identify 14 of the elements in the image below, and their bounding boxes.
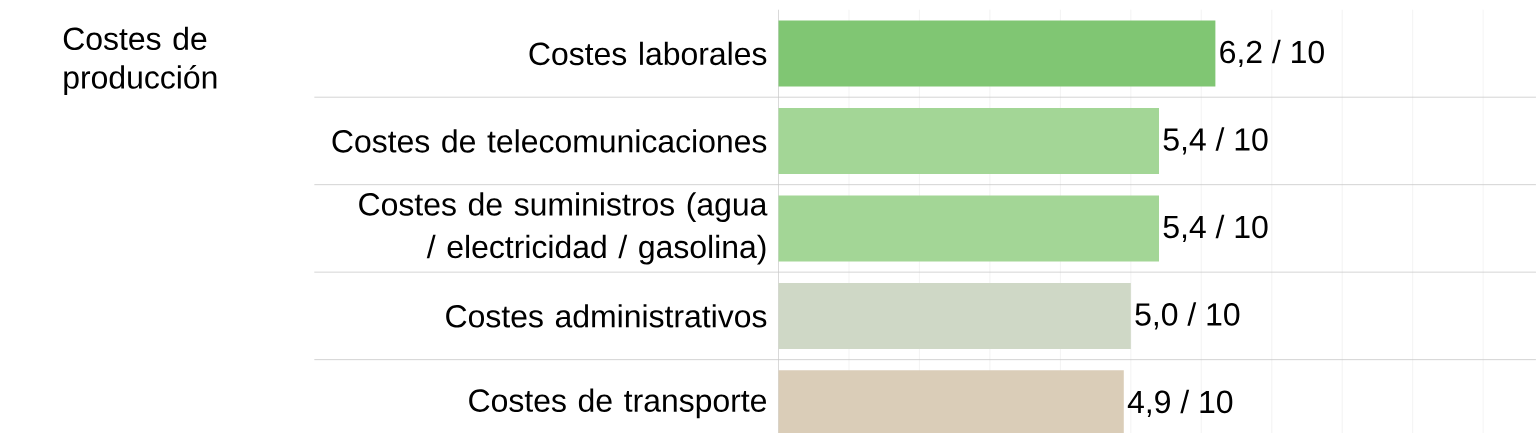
bar	[778, 107, 1160, 174]
y-tick-label: Costes de transporte	[469, 388, 767, 419]
y-tick-label: Costes de telecomunicaciones	[332, 129, 767, 153]
y-tick-label: Costes laborales	[529, 41, 767, 66]
y-axis-title: Costes de producción	[63, 26, 217, 96]
bar	[778, 195, 1160, 262]
data-label: 4,9 / 10	[1127, 389, 1233, 417]
data-label: 5,4 / 10	[1163, 214, 1268, 242]
y-tick-label: Costes administrativos	[446, 304, 767, 328]
data-label: 6,2 / 10	[1220, 39, 1324, 68]
data-label: 5,0 / 10	[1135, 302, 1240, 330]
data-label: 5,4 / 10	[1163, 127, 1268, 155]
bar	[778, 20, 1216, 87]
y-tick-label: Costes de suministros (agua / electricidad / gasolina)	[359, 192, 768, 265]
